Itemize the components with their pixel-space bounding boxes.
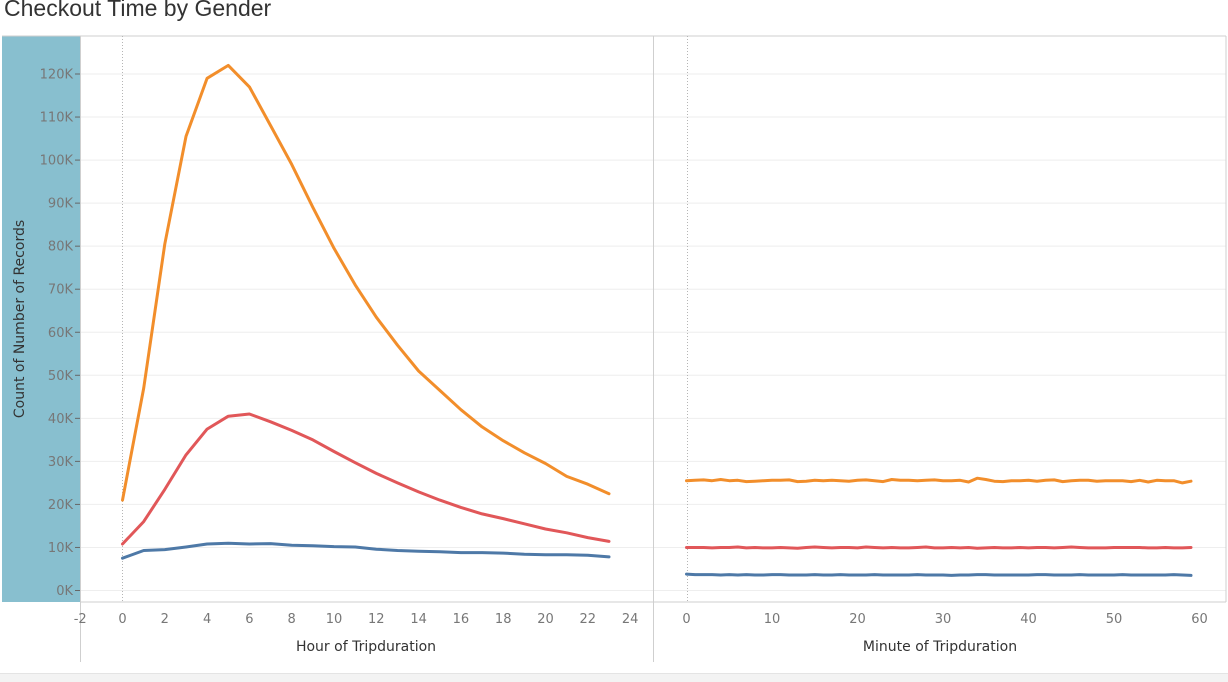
x-tick-label: 30: [935, 612, 952, 627]
x-tick-label: 40: [1020, 612, 1037, 627]
x-tick-label: 24: [622, 612, 639, 627]
x-tick-label: 0: [118, 612, 126, 627]
x-axis-title-hour: Hour of Tripduration: [296, 639, 436, 655]
y-tick-label: 0K: [56, 584, 73, 599]
x-tick-label: -2: [74, 612, 87, 627]
series-group-hour: [121, 63, 611, 560]
x-tick-label: 10: [764, 612, 781, 627]
y-tick-label: 70K: [48, 283, 74, 298]
series-line[interactable]: [121, 412, 611, 546]
y-tick-label: 90K: [48, 197, 74, 212]
x-tick-label: 4: [203, 612, 211, 627]
y-tick-label: 100K: [40, 154, 74, 169]
footer-strip: [0, 673, 1228, 682]
y-tick-label: 80K: [48, 240, 74, 255]
x-tick-label: 60: [1191, 612, 1208, 627]
x-tick-label: 16: [453, 612, 470, 627]
x-tick-label: 6: [245, 612, 253, 627]
x-axis-title-minute: Minute of Tripduration: [863, 639, 1017, 655]
y-tick-label: 110K: [40, 111, 74, 126]
chart-frame: [2, 35, 1227, 662]
x-tick-label: 10: [326, 612, 343, 627]
y-tick-label: 60K: [48, 326, 74, 341]
x-tick-label: 50: [1106, 612, 1123, 627]
x-tick-label: 2: [161, 612, 169, 627]
y-tick-label: 30K: [48, 455, 74, 470]
y-tick-label: 10K: [48, 541, 74, 556]
x-tick-label: 12: [368, 612, 385, 627]
series-line[interactable]: [121, 541, 611, 560]
x-tick-label: 18: [495, 612, 512, 627]
y-axis-ticks: 0K 10K 20K 30K 40K 50K 60K 70K 80K 90K 100K 110K 120…: [40, 68, 80, 599]
series-line[interactable]: [685, 572, 1193, 577]
x-tick-label: 14: [410, 612, 427, 627]
series-line[interactable]: [685, 545, 1193, 550]
y-tick-label: 50K: [48, 369, 74, 384]
series-line[interactable]: [121, 63, 611, 502]
y-axis-band: [2, 36, 80, 602]
chart-title: Checkout Time by Gender: [4, 0, 272, 21]
series-line[interactable]: [685, 476, 1193, 485]
x-tick-label: 8: [288, 612, 296, 627]
x-tick-label: 22: [580, 612, 597, 627]
y-tick-label: 40K: [48, 412, 74, 427]
y-tick-label: 120K: [40, 68, 74, 83]
x-axis-ticks-minute: 0 10 20 30 40 50 60: [682, 612, 1207, 627]
x-tick-label: 20: [849, 612, 866, 627]
x-axis-ticks-hour: -2 0 2 4 6 8 10 12 14 16 18 20 22 24: [74, 612, 639, 627]
x-tick-label: 20: [537, 612, 554, 627]
y-tick-label: 20K: [48, 498, 74, 513]
y-axis-title: Count of Number of Records: [12, 220, 28, 418]
series-group-minute: [685, 476, 1193, 577]
x-tick-label: 0: [682, 612, 690, 627]
